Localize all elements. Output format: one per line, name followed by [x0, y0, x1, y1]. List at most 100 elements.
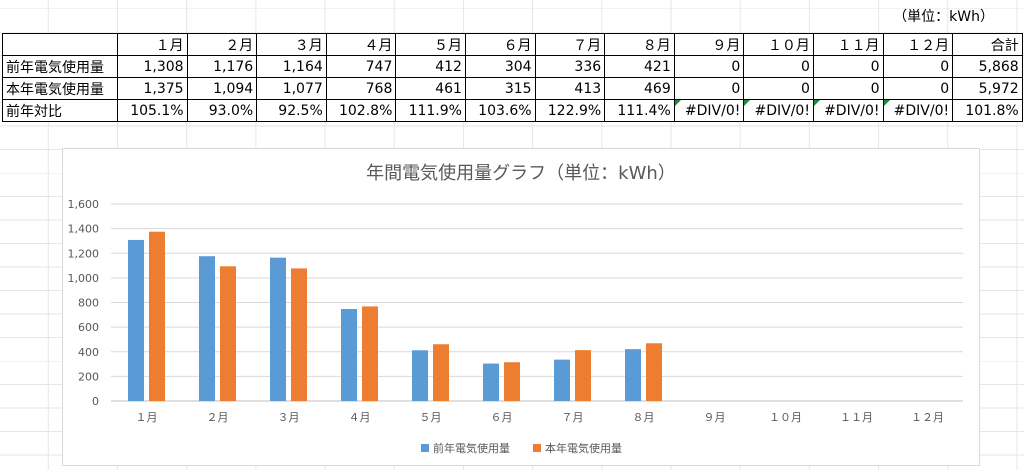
month-header-cell[interactable]: ６月 [464, 33, 536, 56]
month-header-cell[interactable]: １０月 [743, 33, 814, 56]
value-cell[interactable]: 0 [673, 77, 745, 100]
x-category-label: ７月 [562, 411, 584, 424]
y-tick-label: 1,400 [68, 223, 100, 236]
total-cell[interactable]: 5,972 [952, 77, 1023, 100]
table-body: 前年電気使用量 1,308 1,176 1,164 747 412 304 336 421 0 0 0… [2, 55, 1023, 122]
bar-previous-year [341, 309, 357, 401]
legend-swatch [421, 444, 429, 452]
y-tick-label: 0 [92, 395, 99, 408]
table-row: 前年電気使用量 1,308 1,176 1,164 747 412 304 336 421 0 0 0… [2, 55, 1023, 78]
value-cell[interactable]: 1,094 [186, 77, 258, 100]
bar-previous-year [554, 359, 570, 401]
row-label-cell[interactable]: 前年対比 [2, 99, 118, 122]
x-category-label: ５月 [420, 411, 442, 424]
y-tick-label: 1,600 [68, 198, 100, 211]
value-cell[interactable]: 103.6% [464, 99, 536, 122]
value-cell[interactable]: 469 [604, 77, 675, 100]
x-category-label: ９月 [704, 411, 726, 424]
value-cell[interactable]: 122.9% [534, 99, 606, 122]
x-category-label: ４月 [349, 411, 371, 424]
y-tick-label: 400 [78, 346, 99, 359]
bar-previous-year [128, 239, 144, 401]
value-cell[interactable]: 461 [395, 77, 466, 100]
legend-swatch [533, 444, 541, 452]
y-tick-label: 800 [78, 297, 99, 310]
table-row: 本年電気使用量 1,375 1,094 1,077 768 461 315 413 469 0 0 0… [2, 77, 1023, 100]
value-cell[interactable]: #DIV/0! [882, 99, 954, 122]
value-cell[interactable]: 0 [812, 77, 884, 100]
x-category-label: １０月 [769, 411, 802, 424]
total-header-cell[interactable]: 合計 [952, 33, 1023, 56]
value-cell[interactable]: 336 [534, 55, 606, 78]
y-tick-label: 1,200 [68, 247, 100, 260]
y-tick-label: 200 [78, 370, 99, 383]
month-header-cell[interactable]: ４月 [325, 33, 397, 56]
value-cell[interactable]: 93.0% [186, 99, 258, 122]
month-header-cell[interactable]: ８月 [604, 33, 675, 56]
value-cell[interactable]: 0 [743, 55, 814, 78]
legend-label: 本年電気使用量 [545, 441, 622, 455]
chart-title: 年間電気使用量グラフ（単位：kWh） [366, 163, 676, 184]
month-header-cell[interactable]: ２月 [186, 33, 258, 56]
value-cell[interactable]: 102.8% [325, 99, 397, 122]
value-cell[interactable]: 768 [325, 77, 397, 100]
bar-current-year [220, 266, 236, 401]
value-cell[interactable]: 413 [534, 77, 606, 100]
value-cell[interactable]: #DIV/0! [812, 99, 884, 122]
month-header-cell[interactable]: ５月 [395, 33, 466, 56]
bar-current-year [149, 231, 165, 401]
month-header-cell[interactable]: １月 [117, 33, 188, 56]
bar-current-year [646, 343, 662, 401]
table-header-row: １月 ２月 ３月 ４月 ５月 ６月 ７月 ８月 ９月 １０月 １１月 １２月 合計 [2, 33, 1023, 56]
bar-current-year [433, 344, 449, 401]
x-category-label: ８月 [633, 411, 655, 424]
header-corner-cell[interactable] [2, 33, 118, 56]
legend-label: 前年電気使用量 [433, 441, 510, 455]
usage-table: １月 ２月 ３月 ４月 ５月 ６月 ７月 ８月 ９月 １０月 １１月 １２月 合計 前年電気使用量 1,3… [2, 33, 1023, 122]
value-cell[interactable]: 1,308 [117, 55, 188, 78]
value-cell[interactable]: 0 [812, 55, 884, 78]
bar-previous-year [412, 350, 428, 401]
bar-current-year [504, 362, 520, 401]
value-cell[interactable]: #DIV/0! [743, 99, 814, 122]
total-cell[interactable]: 5,868 [952, 55, 1023, 78]
value-cell[interactable]: 0 [882, 55, 954, 78]
value-cell[interactable]: 92.5% [256, 99, 327, 122]
bar-previous-year [483, 363, 499, 401]
value-cell[interactable]: 111.9% [395, 99, 466, 122]
value-cell[interactable]: 304 [464, 55, 536, 78]
month-header-cell[interactable]: ３月 [256, 33, 327, 56]
value-cell[interactable]: 105.1% [117, 99, 188, 122]
total-cell[interactable]: 101.8% [952, 99, 1023, 122]
chart-area[interactable]: 年間電気使用量グラフ（単位：kWh） 0 200 400 600 800 1,000 1,20… [62, 148, 980, 466]
table-row: 前年対比 105.1% 93.0% 92.5% 102.8% 111.9% 103.6% 12… [2, 99, 1023, 122]
value-cell[interactable]: 0 [743, 77, 814, 100]
value-cell[interactable]: 0 [882, 77, 954, 100]
value-cell[interactable]: 1,077 [256, 77, 327, 100]
value-cell[interactable]: 1,164 [256, 55, 327, 78]
x-category-label: １月 [136, 411, 158, 424]
row-label-cell[interactable]: 本年電気使用量 [2, 77, 118, 100]
month-header-cell[interactable]: １１月 [812, 33, 884, 56]
value-cell[interactable]: 1,176 [186, 55, 258, 78]
value-cell[interactable]: 111.4% [604, 99, 675, 122]
row-label-cell[interactable]: 前年電気使用量 [2, 55, 118, 78]
x-category-label: ６月 [491, 411, 513, 424]
bar-current-year [291, 268, 307, 401]
value-cell[interactable]: #DIV/0! [673, 99, 745, 122]
value-cell[interactable]: 0 [673, 55, 745, 78]
bar-chart: 年間電気使用量グラフ（単位：kWh） 0 200 400 600 800 1,000 1,20… [68, 163, 963, 455]
y-tick-label: 1,000 [68, 272, 100, 285]
value-cell[interactable]: 412 [395, 55, 466, 78]
month-header-cell[interactable]: ７月 [534, 33, 606, 56]
value-cell[interactable]: 1,375 [117, 77, 188, 100]
value-cell[interactable]: 747 [325, 55, 397, 78]
bar-previous-year [625, 349, 641, 401]
value-cell[interactable]: 421 [604, 55, 675, 78]
month-header-cell[interactable]: １２月 [882, 33, 954, 56]
bar-current-year [362, 306, 378, 401]
value-cell[interactable]: 315 [464, 77, 536, 100]
bar-current-year [575, 350, 591, 401]
x-category-label: １２月 [911, 411, 944, 424]
month-header-cell[interactable]: ９月 [673, 33, 745, 56]
